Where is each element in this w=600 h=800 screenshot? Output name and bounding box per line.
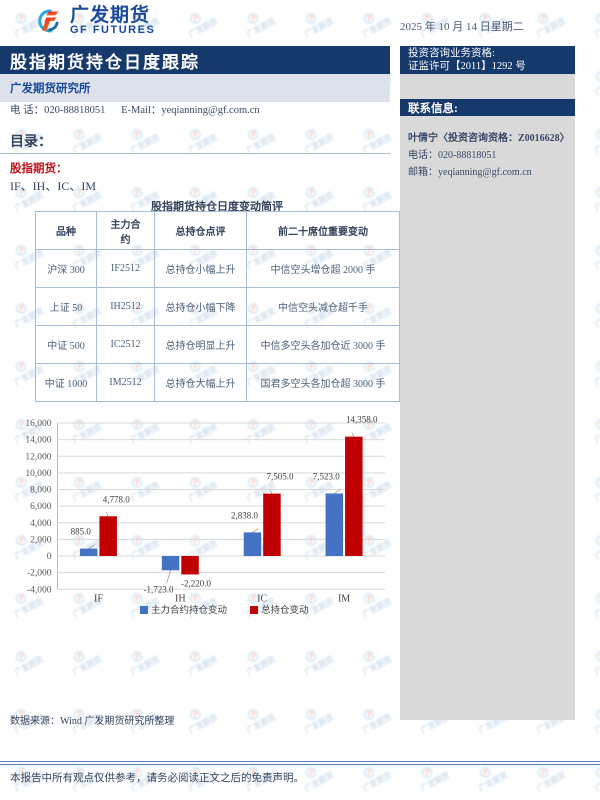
svg-text:-2,000: -2,000 — [27, 569, 52, 579]
svg-text:2,000: 2,000 — [30, 535, 52, 545]
svg-text:14,358.0: 14,358.0 — [346, 415, 378, 425]
svg-text:IM: IM — [338, 593, 350, 604]
svg-text:14,000: 14,000 — [25, 436, 51, 446]
svg-text:-4,000: -4,000 — [27, 585, 52, 595]
svg-text:IH: IH — [175, 593, 186, 604]
svg-text:885.0: 885.0 — [71, 527, 92, 537]
svg-text:总持仓变动: 总持仓变动 — [261, 604, 309, 616]
svg-text:IF: IF — [94, 593, 103, 604]
svg-text:0: 0 — [47, 552, 52, 562]
svg-text:7,505.0: 7,505.0 — [266, 472, 294, 482]
svg-text:8,000: 8,000 — [30, 486, 52, 496]
svg-text:4,778.0: 4,778.0 — [103, 494, 131, 504]
svg-text:-2,220.0: -2,220.0 — [181, 578, 211, 588]
svg-text:2,838.0: 2,838.0 — [231, 510, 259, 520]
svg-text:6,000: 6,000 — [30, 502, 52, 512]
svg-text:-1,723.0: -1,723.0 — [144, 584, 174, 594]
svg-text:16,000: 16,000 — [25, 419, 51, 429]
svg-text:10,000: 10,000 — [25, 469, 51, 479]
svg-text:4,000: 4,000 — [30, 519, 52, 529]
svg-text:IC: IC — [257, 593, 267, 604]
svg-text:主力合约持仓变动: 主力合约持仓变动 — [151, 604, 227, 616]
svg-text:12,000: 12,000 — [25, 452, 51, 462]
svg-text:7,523.0: 7,523.0 — [313, 471, 341, 481]
